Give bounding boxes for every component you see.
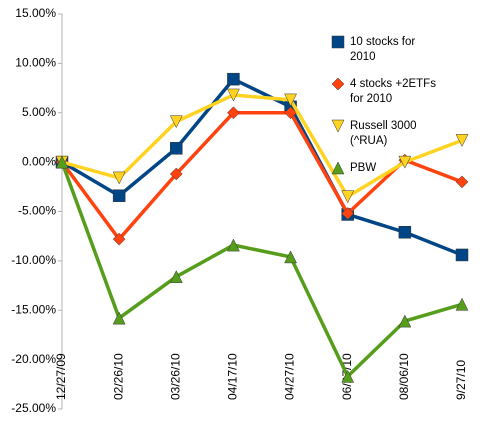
x-tick-label: 03/26/10 [168, 353, 182, 400]
legend-marker [331, 77, 345, 91]
legend-label: Russell 3000 (^RUA) [350, 120, 416, 147]
point [398, 314, 412, 328]
point [341, 369, 355, 383]
x-tick-label: 08/06/10 [397, 353, 411, 400]
y-tick-label: -25.00% [11, 401, 56, 415]
legend: 10 stocks for 2010 4 stocks +2ETFs for 2010… [331, 35, 436, 175]
y-tick-label: -15.00% [11, 302, 56, 316]
y-tick-label: -10.00% [11, 253, 56, 267]
point [284, 93, 297, 107]
x-tick-label: 12/27/09 [54, 353, 68, 400]
series [55, 155, 469, 383]
point [227, 106, 240, 120]
x-tick-label: 04/27/10 [283, 353, 297, 400]
point [170, 142, 183, 155]
x-tick-label: 02/26/10 [111, 353, 125, 400]
point [55, 155, 69, 169]
point [455, 134, 469, 147]
point [341, 207, 355, 220]
point [112, 171, 126, 185]
line [61, 77, 463, 257]
point [398, 155, 412, 169]
x-tick-label: 04/17/10 [226, 353, 240, 400]
legend-marker [331, 119, 345, 133]
y-tick-label: 15.00% [15, 6, 56, 20]
legend-label: 10 stocks for 2010 [350, 36, 415, 63]
point [341, 190, 355, 204]
point [227, 88, 240, 102]
point [398, 225, 412, 239]
legend-marker [331, 161, 345, 175]
legend-marker [331, 35, 345, 49]
series [55, 72, 469, 262]
point [455, 248, 469, 262]
line [61, 93, 463, 199]
point [112, 232, 126, 246]
legend-label: 4 stocks +2ETFs for 2010 [350, 78, 436, 105]
point [284, 250, 297, 264]
point [284, 106, 297, 120]
y-tick-label: 5.00% [22, 105, 56, 119]
y-tick-label: 0.00% [22, 154, 56, 168]
legend-label: PBW [350, 162, 376, 174]
point [227, 72, 240, 86]
point [169, 270, 183, 283]
y-tick-label: -5.00% [18, 204, 56, 218]
point [227, 238, 240, 252]
series [55, 88, 469, 204]
y-tick-label: -20.00% [11, 352, 56, 366]
point [112, 189, 126, 202]
point [455, 297, 469, 311]
line [60, 161, 463, 379]
y-tick-label: 10.00% [15, 56, 56, 70]
point [112, 311, 126, 325]
point [169, 167, 183, 181]
point [455, 175, 469, 189]
x-tick-label: 9/27/10 [454, 360, 468, 400]
point [169, 115, 183, 129]
